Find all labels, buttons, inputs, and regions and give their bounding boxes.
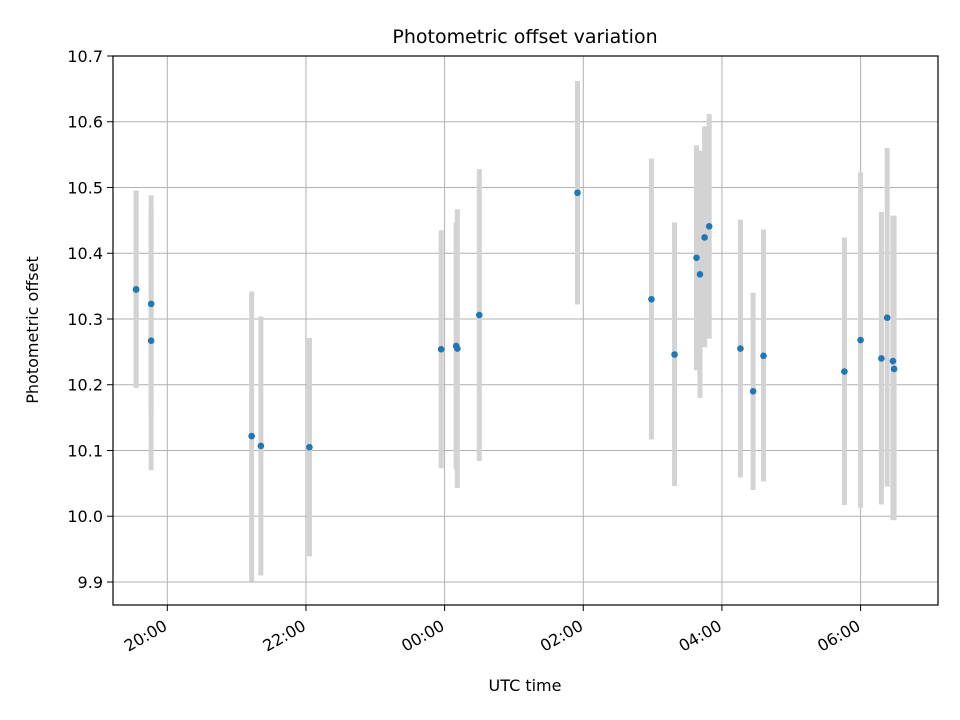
data-point [574, 189, 581, 197]
data-point [889, 357, 897, 365]
data-point [883, 314, 891, 321]
x-axis-label: UTC time [489, 676, 562, 695]
data-point [857, 336, 864, 344]
y-tick-label: 10.2 [67, 376, 103, 395]
y-tick-label: 10.5 [67, 178, 103, 197]
data-points [132, 189, 898, 451]
data-point [693, 254, 700, 262]
data-point [648, 295, 655, 303]
data-point [696, 270, 704, 278]
data-point [701, 234, 708, 241]
data-point [306, 443, 313, 451]
data-point [147, 337, 155, 344]
y-axis: 9.9 10.0 10.1 10.2 10.3 10.4 10.5 10.6 10.7 [67, 47, 113, 592]
data-point [257, 442, 265, 450]
data-point [737, 345, 744, 352]
y-tick-label: 10.3 [67, 310, 103, 329]
data-point [749, 388, 757, 395]
data-point [705, 222, 713, 230]
y-tick-label: 10.7 [67, 47, 103, 66]
data-point [671, 351, 678, 358]
data-point [760, 352, 767, 360]
data-point [841, 368, 848, 375]
y-tick-label: 10.4 [67, 244, 103, 263]
y-tick-label: 10.0 [67, 507, 103, 526]
y-tick-label: 10.6 [67, 113, 103, 132]
data-point [890, 365, 898, 373]
y-axis-label: Photometric offset [23, 256, 42, 404]
data-point [878, 355, 885, 362]
data-point [437, 345, 445, 353]
chart-title: Photometric offset variation [392, 26, 657, 48]
data-point [132, 286, 140, 293]
y-tick-label: 9.9 [78, 573, 103, 592]
plot-frame [112, 55, 939, 606]
y-tick-label: 10.1 [67, 441, 103, 460]
data-point [248, 432, 255, 440]
data-point [147, 300, 155, 308]
data-point [475, 311, 483, 319]
data-point [454, 345, 461, 352]
